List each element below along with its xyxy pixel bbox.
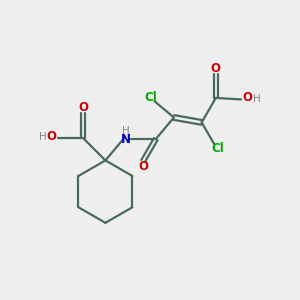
Text: O: O: [78, 101, 88, 114]
Text: H: H: [253, 94, 260, 103]
Text: O: O: [211, 62, 221, 75]
Text: Cl: Cl: [211, 142, 224, 155]
Text: H: H: [122, 126, 130, 136]
Text: Cl: Cl: [145, 91, 157, 104]
Text: O: O: [243, 92, 253, 104]
Text: H: H: [39, 132, 46, 142]
Text: O: O: [138, 160, 148, 173]
Text: N: N: [121, 133, 131, 146]
Text: O: O: [46, 130, 56, 143]
